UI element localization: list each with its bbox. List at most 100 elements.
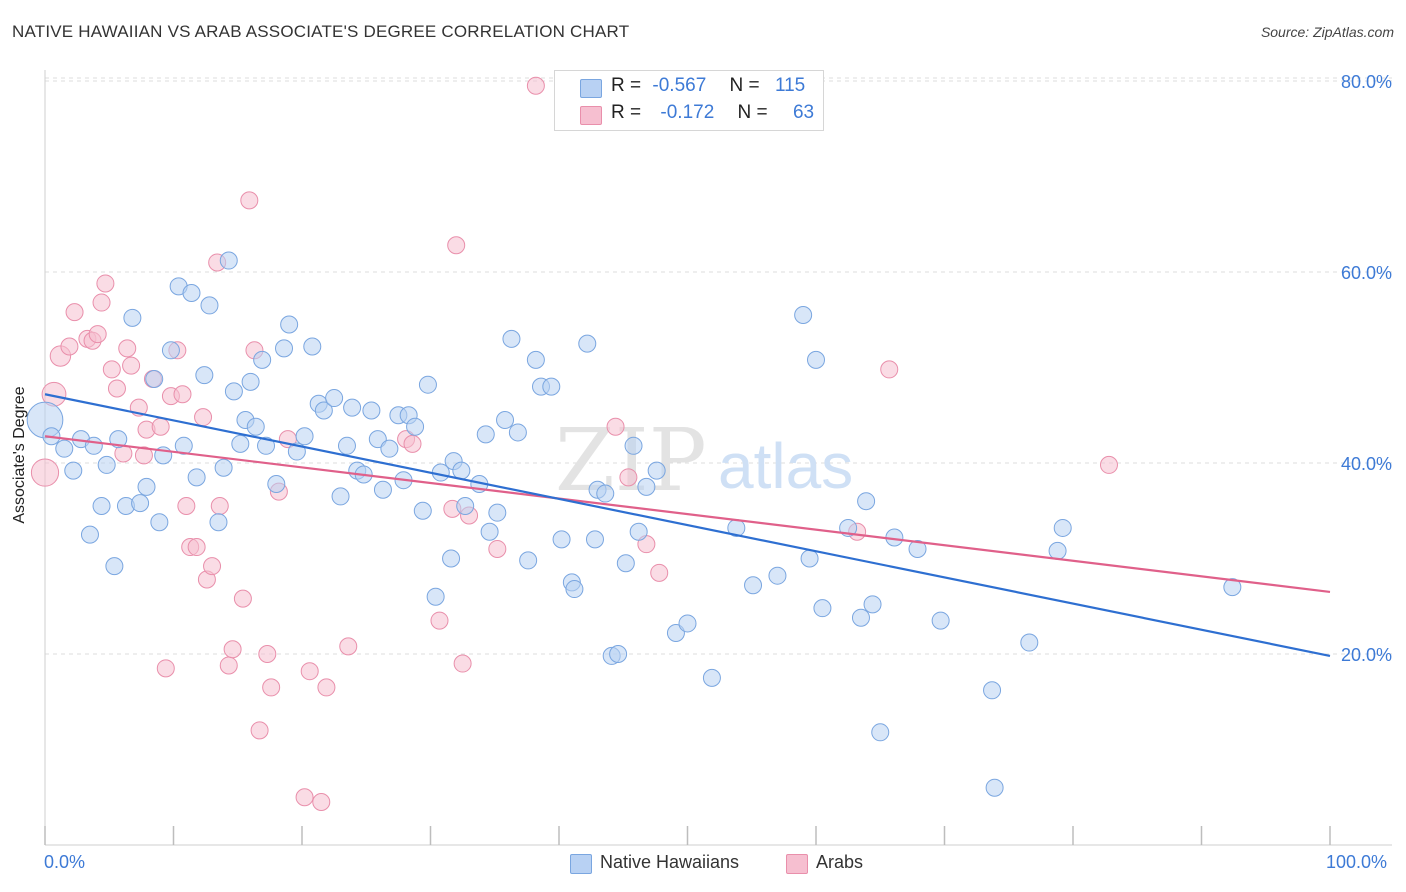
native-hawaiians-point	[241, 372, 260, 391]
x-tick-label-max: 100.0%	[1326, 852, 1388, 872]
native-hawaiians-point	[224, 382, 243, 401]
arabs-point	[92, 293, 111, 312]
arabs-point	[339, 637, 358, 656]
arabs-point	[203, 557, 222, 576]
native-hawaiians-point	[585, 530, 604, 549]
native-hawaiians-point	[678, 614, 697, 633]
native-hawaiians-point	[496, 411, 515, 430]
native-hawaiians-point	[1223, 578, 1242, 597]
arabs-point	[619, 468, 638, 487]
native-hawaiians-point	[502, 329, 521, 348]
legend-n-value: 115	[774, 75, 806, 96]
native-hawaiians-point	[744, 576, 763, 595]
native-hawaiians-point	[174, 436, 193, 455]
series-native-hawaiians-points	[26, 251, 1242, 797]
legend-label: Arabs	[816, 852, 864, 872]
native-hawaiians-point	[331, 487, 350, 506]
arabs-point	[258, 645, 277, 663]
native-hawaiians-point	[275, 339, 294, 358]
y-tick-labels: 20.0% 40.0% 60.0% 80.0%	[1341, 72, 1392, 665]
legend-swatch-pink	[786, 854, 808, 874]
legend-label: Native Hawaiians	[600, 852, 740, 872]
native-hawaiians-point	[508, 423, 527, 442]
native-hawaiians-point	[406, 417, 425, 436]
native-hawaiians-point	[195, 366, 214, 385]
watermark-zip: ZIP	[555, 411, 707, 511]
native-hawaiians-point	[150, 513, 169, 532]
arabs-point	[233, 589, 252, 608]
native-hawaiians-point	[1053, 518, 1072, 537]
native-hawaiians-point	[565, 580, 584, 599]
y-tick-label: 20.0%	[1341, 645, 1392, 665]
arabs-point	[430, 611, 449, 630]
arabs-point	[295, 788, 314, 807]
legend-swatch-pink	[580, 106, 602, 125]
native-hawaiians-point	[80, 525, 99, 544]
native-hawaiians-point	[362, 401, 381, 420]
native-hawaiians-point	[647, 461, 666, 480]
arabs-point	[65, 303, 84, 322]
native-hawaiians-point	[253, 350, 272, 369]
legend-r-value: -0.567	[652, 75, 707, 96]
arabs-point	[312, 793, 331, 812]
legend-r-label: R =	[611, 102, 642, 123]
arabs-point	[187, 538, 206, 557]
native-hawaiians-point	[807, 350, 825, 369]
arabs-point	[488, 539, 507, 558]
native-hawaiians-point	[456, 496, 475, 515]
native-hawaiians-point	[931, 611, 950, 630]
arabs-point	[526, 76, 545, 95]
native-hawaiians-point	[295, 427, 314, 446]
series-arabs-points	[30, 76, 1118, 812]
native-hawaiians-point	[314, 401, 333, 420]
native-hawaiians-point	[616, 554, 635, 573]
native-hawaiians-point	[187, 468, 206, 487]
native-hawaiians-point	[596, 484, 615, 503]
native-hawaiians-point	[813, 599, 832, 618]
arabs-point	[30, 458, 60, 487]
native-hawaiians-point	[476, 425, 495, 444]
arabs-point	[250, 721, 269, 740]
native-hawaiians-point	[871, 723, 890, 742]
arabs-point	[156, 659, 175, 678]
native-hawaiians-point	[64, 461, 83, 480]
native-hawaiians-point	[84, 436, 103, 455]
native-hawaiians-point	[863, 595, 882, 614]
native-hawaiians-point	[267, 475, 286, 494]
trend-lines	[44, 393, 1331, 657]
legend-n-label: N =	[737, 102, 768, 123]
native-hawaiians-point	[908, 539, 927, 558]
native-hawaiians-point	[92, 496, 111, 515]
native-hawaiians-point	[209, 513, 228, 532]
native-hawaiians-point	[137, 477, 156, 496]
legend-r-label: R =	[611, 75, 642, 96]
y-tick-label: 60.0%	[1341, 263, 1392, 283]
arabs-point	[151, 417, 170, 436]
legend-swatch-blue	[570, 854, 592, 874]
arabs-point	[317, 678, 336, 697]
legend-swatch-blue	[580, 79, 602, 98]
native-hawaiians-point	[851, 608, 870, 627]
native-hawaiians-point	[123, 308, 142, 327]
native-hawaiians-point	[368, 430, 387, 449]
arabs-point	[177, 496, 196, 515]
native-hawaiians-point	[373, 480, 392, 499]
native-hawaiians-point	[246, 417, 265, 436]
native-hawaiians-point	[578, 334, 597, 353]
native-hawaiians-point	[983, 681, 1002, 700]
native-hawaiians-point	[452, 461, 471, 480]
native-hawaiians-point	[666, 623, 685, 642]
arabs-point	[606, 417, 625, 436]
native-hawaiians-point	[343, 398, 362, 417]
native-hawaiians-point	[280, 315, 299, 334]
native-hawaiians-point	[426, 587, 445, 606]
native-hawaiians-point	[200, 296, 219, 315]
arabs-point	[447, 236, 466, 255]
native-hawaiians-point	[488, 503, 507, 522]
native-hawaiians-point	[337, 436, 356, 455]
legend-row-arabs: R = -0.172 N = 63	[555, 102, 823, 128]
y-tick-label: 80.0%	[1341, 72, 1392, 92]
native-hawaiians-point	[413, 501, 432, 520]
arabs-trend-line	[44, 435, 1331, 594]
